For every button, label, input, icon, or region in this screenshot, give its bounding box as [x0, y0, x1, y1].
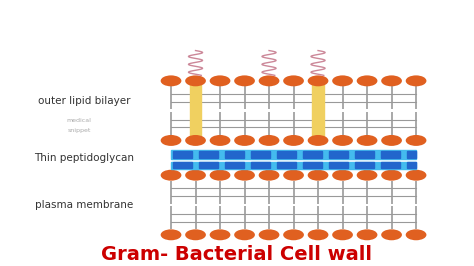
Bar [329, 162, 348, 168]
Circle shape [406, 135, 427, 146]
Bar [312, 84, 324, 138]
Circle shape [357, 135, 377, 146]
Bar [190, 84, 201, 138]
Circle shape [406, 75, 427, 86]
Bar [303, 162, 322, 168]
Circle shape [381, 135, 402, 146]
Circle shape [210, 229, 230, 240]
Circle shape [161, 75, 182, 86]
Circle shape [283, 170, 304, 181]
Circle shape [185, 135, 206, 146]
Circle shape [259, 135, 279, 146]
Circle shape [308, 170, 328, 181]
Text: plasma membrane: plasma membrane [35, 200, 133, 210]
Circle shape [381, 229, 402, 240]
Bar [199, 151, 218, 158]
Circle shape [210, 75, 230, 86]
Text: Gram- Bacterial Cell wall: Gram- Bacterial Cell wall [101, 245, 373, 264]
Circle shape [332, 229, 353, 240]
Bar [225, 162, 244, 168]
Circle shape [283, 75, 304, 86]
Circle shape [185, 75, 206, 86]
Circle shape [161, 135, 182, 146]
Bar [407, 151, 416, 158]
Bar [277, 151, 296, 158]
Bar [225, 151, 244, 158]
Text: Thin peptidoglycan: Thin peptidoglycan [34, 153, 134, 163]
Bar [251, 151, 270, 158]
Bar [355, 151, 374, 158]
Circle shape [357, 170, 377, 181]
Circle shape [234, 135, 255, 146]
Circle shape [357, 229, 377, 240]
Circle shape [283, 135, 304, 146]
Circle shape [234, 229, 255, 240]
Text: medical: medical [67, 118, 91, 123]
Circle shape [210, 135, 230, 146]
Circle shape [406, 229, 427, 240]
Bar [173, 151, 192, 158]
Circle shape [259, 170, 279, 181]
Bar [171, 150, 416, 159]
Bar [171, 161, 416, 169]
Circle shape [406, 170, 427, 181]
Circle shape [234, 170, 255, 181]
Circle shape [332, 170, 353, 181]
Bar [329, 151, 348, 158]
Circle shape [357, 75, 377, 86]
Bar [199, 162, 218, 168]
Circle shape [308, 75, 328, 86]
Circle shape [308, 135, 328, 146]
Bar [381, 162, 400, 168]
Circle shape [308, 229, 328, 240]
Circle shape [185, 229, 206, 240]
Circle shape [381, 75, 402, 86]
Bar [303, 151, 322, 158]
Circle shape [259, 229, 279, 240]
Bar [251, 162, 270, 168]
Bar [355, 162, 374, 168]
Circle shape [210, 170, 230, 181]
Circle shape [332, 75, 353, 86]
Text: snippet: snippet [67, 128, 91, 133]
Bar [407, 162, 416, 168]
Circle shape [259, 75, 279, 86]
Bar [277, 162, 296, 168]
Bar [173, 162, 192, 168]
Circle shape [234, 75, 255, 86]
Circle shape [283, 229, 304, 240]
Circle shape [161, 229, 182, 240]
Circle shape [161, 170, 182, 181]
Bar [381, 151, 400, 158]
Circle shape [185, 170, 206, 181]
Circle shape [332, 135, 353, 146]
Circle shape [381, 170, 402, 181]
Text: outer lipid bilayer: outer lipid bilayer [37, 96, 130, 106]
